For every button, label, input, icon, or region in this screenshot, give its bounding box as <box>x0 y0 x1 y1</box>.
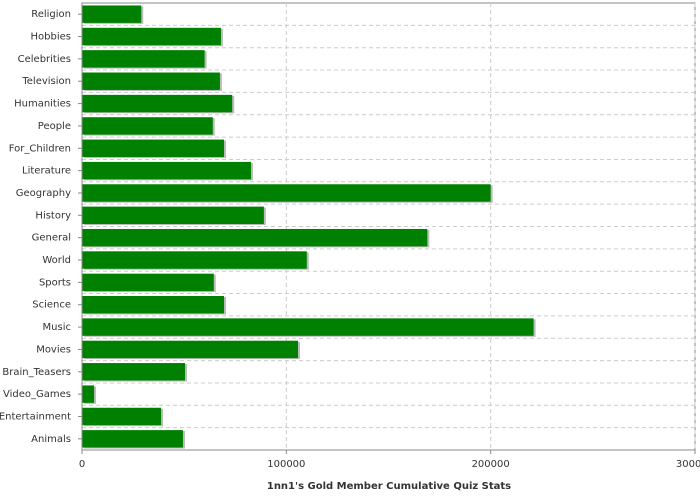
y-tick-label: Geography <box>16 188 71 199</box>
y-tick-label: For_Children <box>9 143 71 154</box>
y-tick-label: Hobbies <box>31 32 71 43</box>
y-tick-label: Television <box>21 76 71 87</box>
bar <box>82 72 220 90</box>
bar <box>82 318 534 336</box>
y-tick-label: Brain_Teasers <box>2 367 71 378</box>
bar <box>82 273 214 292</box>
y-tick-label: Music <box>43 322 71 333</box>
bar <box>82 251 307 269</box>
x-tick-label: 100000 <box>267 459 305 470</box>
y-tick-label: Celebrities <box>18 54 71 65</box>
x-tick-label: 300000 <box>676 459 700 470</box>
bar <box>82 161 251 180</box>
bar <box>82 340 298 359</box>
y-tick-label: Entertainment <box>0 411 71 422</box>
bar <box>82 5 142 23</box>
x-tick-label: 0 <box>79 459 85 470</box>
bar <box>82 184 491 202</box>
bar <box>82 117 213 135</box>
bar <box>82 94 233 113</box>
y-tick-label: Animals <box>31 434 71 445</box>
bar <box>82 430 183 448</box>
bar <box>82 363 185 381</box>
bar <box>82 206 264 225</box>
y-tick-label: World <box>42 255 71 266</box>
bar <box>82 296 225 314</box>
y-tick-label: Religion <box>31 9 71 20</box>
y-tick-label: General <box>32 233 71 244</box>
bar <box>82 228 428 247</box>
y-tick-label: Sports <box>39 277 71 288</box>
x-axis-label: 1nn1's Gold Member Cumulative Quiz Stats <box>267 481 511 492</box>
y-tick-label: Literature <box>22 166 71 177</box>
bar <box>82 139 225 157</box>
y-tick-label: People <box>38 121 71 132</box>
bar <box>82 50 205 68</box>
y-tick-label: Science <box>32 300 71 311</box>
bar <box>82 407 162 426</box>
y-tick-label: Movies <box>36 344 71 355</box>
bar <box>82 27 221 46</box>
y-tick-label: Humanities <box>14 99 71 110</box>
y-tick-label: History <box>35 210 71 221</box>
x-tick-label: 200000 <box>472 459 510 470</box>
y-tick-label: Video_Games <box>3 389 71 400</box>
bar <box>82 385 95 403</box>
